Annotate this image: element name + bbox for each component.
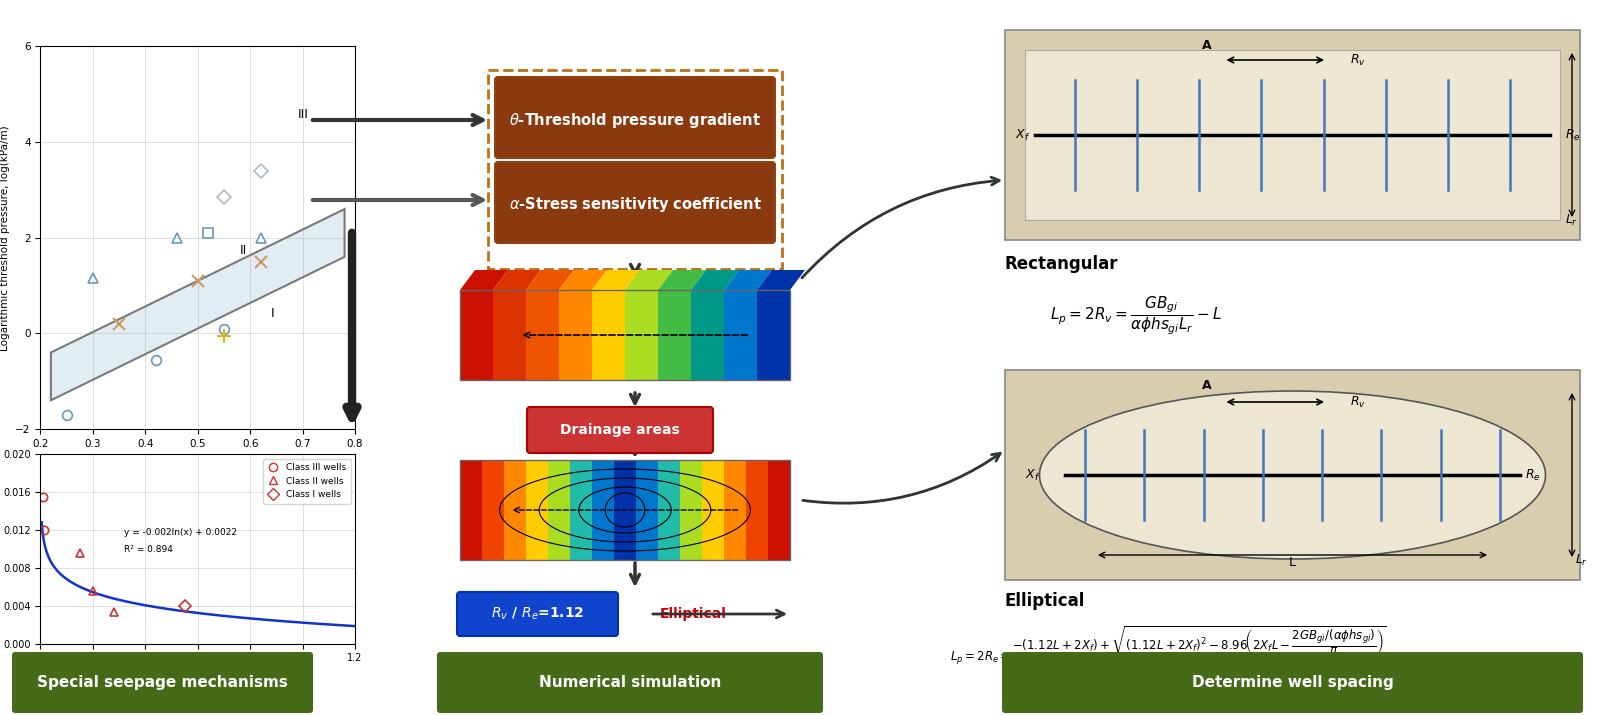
- Polygon shape: [592, 290, 625, 380]
- Polygon shape: [613, 460, 636, 560]
- Polygon shape: [50, 209, 344, 400]
- FancyBboxPatch shape: [1006, 30, 1580, 240]
- Text: Special seepage mechanisms: Special seepage mechanisms: [37, 675, 287, 690]
- Text: $L_p = 2R_e = \dfrac{-(1.12L+2X_f)+\sqrt{(1.12L+2X_f)^2-8.96\!\left(2X_fL-\dfrac: $L_p = 2R_e = \dfrac{-(1.12L+2X_f)+\sqrt…: [951, 625, 1386, 671]
- FancyBboxPatch shape: [1025, 50, 1561, 220]
- Text: y = -0.002ln(x) + 0.0022: y = -0.002ln(x) + 0.0022: [124, 528, 237, 536]
- Polygon shape: [592, 460, 613, 560]
- FancyBboxPatch shape: [457, 592, 618, 636]
- Polygon shape: [558, 290, 592, 380]
- Text: $R_e$: $R_e$: [1566, 127, 1580, 142]
- Polygon shape: [526, 270, 575, 290]
- Polygon shape: [659, 290, 691, 380]
- Polygon shape: [549, 460, 570, 560]
- Polygon shape: [570, 460, 592, 560]
- Polygon shape: [558, 270, 607, 290]
- Text: $\alpha$-Stress sensitivity coefficient: $\alpha$-Stress sensitivity coefficient: [508, 195, 762, 214]
- Text: $L_p = 2R_v = \dfrac{GB_{gi}}{\alpha\phi h s_{gi} L_r} - L$: $L_p = 2R_v = \dfrac{GB_{gi}}{\alpha\phi…: [1051, 295, 1222, 337]
- Text: I: I: [271, 307, 274, 320]
- FancyBboxPatch shape: [495, 77, 775, 158]
- Text: $X_f$: $X_f$: [1025, 468, 1041, 483]
- Polygon shape: [460, 460, 483, 560]
- Polygon shape: [526, 290, 558, 380]
- Polygon shape: [504, 460, 526, 560]
- Legend: Class III wells, Class II wells, Class I wells: Class III wells, Class II wells, Class I…: [263, 458, 350, 503]
- Text: Determine well spacing: Determine well spacing: [1191, 675, 1393, 690]
- FancyBboxPatch shape: [495, 162, 775, 243]
- FancyBboxPatch shape: [11, 652, 313, 713]
- Text: R² = 0.894: R² = 0.894: [124, 545, 173, 553]
- Polygon shape: [659, 460, 679, 560]
- Text: $L_r$: $L_r$: [1566, 212, 1578, 227]
- Polygon shape: [659, 270, 705, 290]
- Ellipse shape: [1039, 391, 1546, 559]
- Polygon shape: [679, 460, 702, 560]
- X-axis label: Permeability k,  mD: Permeability k, mD: [147, 669, 249, 679]
- Polygon shape: [725, 460, 746, 560]
- Polygon shape: [691, 290, 725, 380]
- FancyBboxPatch shape: [1006, 370, 1580, 580]
- Polygon shape: [725, 290, 757, 380]
- Polygon shape: [691, 270, 739, 290]
- Polygon shape: [746, 460, 768, 560]
- Text: $R_v$: $R_v$: [1349, 52, 1365, 67]
- Polygon shape: [636, 460, 659, 560]
- FancyBboxPatch shape: [1002, 652, 1583, 713]
- Text: Numerical simulation: Numerical simulation: [539, 675, 721, 690]
- Text: Drainage areas: Drainage areas: [560, 423, 679, 437]
- Polygon shape: [625, 270, 673, 290]
- Text: $X_f$: $X_f$: [1015, 127, 1030, 142]
- Text: L: L: [1290, 556, 1296, 568]
- Text: $\theta$-Threshold pressure gradient: $\theta$-Threshold pressure gradient: [508, 111, 762, 129]
- Polygon shape: [483, 460, 504, 560]
- Polygon shape: [460, 290, 492, 380]
- Text: $L_r$: $L_r$: [1575, 553, 1588, 568]
- Polygon shape: [768, 460, 789, 560]
- Text: Elliptical: Elliptical: [660, 607, 726, 621]
- Polygon shape: [625, 290, 659, 380]
- Polygon shape: [702, 460, 725, 560]
- Text: $R_v$: $R_v$: [1349, 395, 1365, 410]
- Polygon shape: [460, 270, 508, 290]
- Text: III: III: [297, 108, 308, 122]
- Text: Elliptical: Elliptical: [1006, 592, 1085, 610]
- Text: A: A: [1201, 39, 1210, 52]
- Polygon shape: [725, 270, 771, 290]
- FancyBboxPatch shape: [437, 652, 823, 713]
- Polygon shape: [757, 270, 805, 290]
- Polygon shape: [757, 290, 789, 380]
- Text: $R_e$: $R_e$: [1525, 468, 1541, 483]
- X-axis label: Water saturation: Water saturation: [152, 454, 244, 464]
- Text: $R_v$ / $R_e$=1.12: $R_v$ / $R_e$=1.12: [491, 606, 584, 622]
- Polygon shape: [592, 270, 641, 290]
- Polygon shape: [492, 270, 541, 290]
- Y-axis label: Logarithmic threshold pressure, log(kPa/m): Logarithmic threshold pressure, log(kPa/…: [0, 125, 10, 350]
- Text: II: II: [239, 245, 247, 257]
- Text: A: A: [1201, 379, 1210, 392]
- Polygon shape: [526, 460, 549, 560]
- Polygon shape: [492, 290, 526, 380]
- FancyBboxPatch shape: [528, 407, 713, 453]
- Text: Rectangular: Rectangular: [1006, 255, 1119, 273]
